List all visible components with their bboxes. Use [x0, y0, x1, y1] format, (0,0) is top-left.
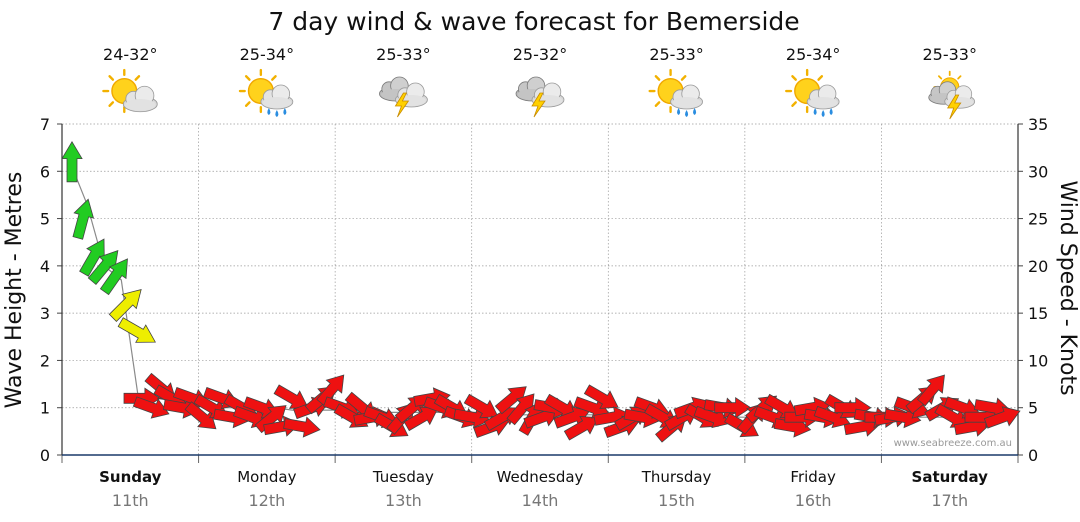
y-tick-label-right: 10	[1028, 351, 1048, 370]
y-tick-label-left: 7	[40, 115, 50, 134]
day-name: Monday	[237, 468, 296, 486]
wind-arrow	[506, 393, 535, 426]
day-temperature: 25-33°	[922, 45, 977, 64]
wind-arrow	[494, 386, 527, 415]
wind-arrow	[108, 289, 142, 322]
day-date: 17th	[931, 491, 968, 510]
wind-arrow	[79, 238, 105, 277]
y-tick-label-left: 0	[40, 446, 50, 465]
day-headers: 24-32° Sunday 11th 25-34° Monday 12th 25-33° Tu…	[99, 45, 988, 510]
thunderstorm-icon	[379, 76, 428, 118]
thunderstorm-icon	[515, 76, 565, 118]
y-tick-label-left: 6	[40, 162, 50, 181]
wind-arrow	[403, 406, 439, 432]
day-date: 16th	[795, 491, 832, 510]
day-temperature: 25-34°	[240, 45, 295, 64]
wind-arrow	[563, 416, 599, 441]
wind-arrow	[283, 416, 321, 438]
day-name: Thursday	[641, 468, 712, 486]
wind-arrow	[132, 396, 170, 419]
y-tick-label-left: 4	[40, 257, 50, 276]
watermark: www.seabreeze.com.au	[894, 438, 1012, 449]
sun-showers-icon	[785, 68, 840, 117]
y-axis-label-left: Wave Height - Metres	[2, 172, 27, 409]
day-name: Tuesday	[372, 468, 434, 486]
y-tick-label-right: 0	[1028, 446, 1038, 465]
wind-arrows	[61, 141, 1021, 443]
sun-thunder-icon	[928, 70, 976, 120]
wind-arrow	[463, 393, 499, 419]
wind-arrow	[72, 198, 95, 240]
day-date: 13th	[385, 491, 422, 510]
day-temperature: 25-34°	[786, 45, 841, 64]
y-tick-label-left: 2	[40, 351, 50, 370]
day-date: 15th	[658, 491, 695, 510]
day-temperature: 25-32°	[513, 45, 568, 64]
y-tick-label-left: 1	[40, 399, 50, 418]
y-tick-label-right: 20	[1028, 257, 1048, 276]
day-temperature: 24-32°	[103, 45, 158, 64]
day-date: 14th	[522, 491, 559, 510]
wind-arrow	[99, 258, 128, 296]
day-date: 12th	[248, 491, 285, 510]
sun-showers-icon	[238, 68, 294, 117]
y-tick-label-right: 30	[1028, 162, 1048, 181]
partly-cloudy-icon	[102, 68, 158, 114]
day-date: 11th	[112, 491, 149, 510]
y-tick-label-right: 15	[1028, 304, 1048, 323]
wind-arrow	[983, 406, 1021, 429]
y-axis-label-right: Wind Speed - Knots	[1055, 180, 1080, 395]
day-name: Friday	[790, 468, 836, 486]
sun-showers-icon	[648, 68, 703, 117]
wind-arrow	[87, 249, 119, 285]
day-temperature: 25-33°	[649, 45, 704, 64]
y-tick-label-right: 35	[1028, 115, 1048, 134]
axes: 0 1 2 3 4 5 6 7 0 5 10 15 20 25 30 35	[40, 115, 1049, 465]
day-name: Saturday	[912, 468, 989, 486]
wind-arrow	[916, 374, 945, 407]
y-tick-label-right: 25	[1028, 210, 1048, 229]
wind-arrow	[184, 401, 217, 430]
day-temperature: 25-33°	[376, 45, 431, 64]
wind-arrow	[583, 384, 619, 409]
day-name: Sunday	[99, 468, 162, 486]
day-name: Wednesday	[497, 468, 584, 486]
wind-arrow	[61, 141, 83, 183]
y-tick-label-left: 5	[40, 210, 50, 229]
y-tick-label-left: 3	[40, 304, 50, 323]
wind-arrow	[714, 396, 752, 419]
y-tick-label-right: 5	[1028, 399, 1038, 418]
wind-arrow	[117, 317, 156, 343]
chart-title: 7 day wind & wave forecast for Bemerside	[268, 7, 799, 36]
